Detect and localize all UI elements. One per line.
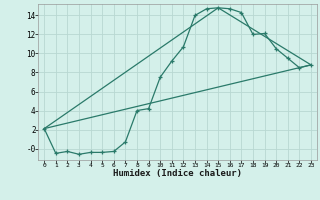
X-axis label: Humidex (Indice chaleur): Humidex (Indice chaleur): [113, 169, 242, 178]
